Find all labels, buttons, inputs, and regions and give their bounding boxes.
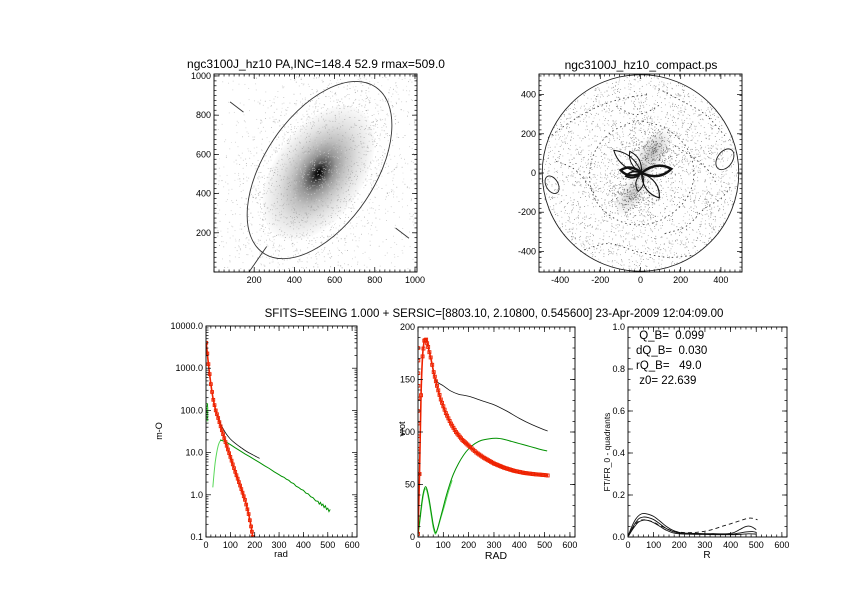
xaxis-label-RAD: RAD	[484, 550, 508, 562]
panel-compact-contours: -400 -200 0 200 400 -400 -200 0 200 400	[518, 73, 743, 285]
series-disk-rise	[212, 439, 222, 488]
annotation-qb: Q_B= 0.099	[636, 330, 705, 342]
tick-label: 200	[672, 540, 687, 550]
tick-label: 0	[203, 540, 208, 550]
tick-label: 200	[196, 228, 211, 238]
series-bulge-vrot	[418, 337, 548, 534]
tick-label: 400	[296, 540, 311, 550]
yaxis-label-mO: m-O	[154, 422, 164, 440]
tick-label: 0	[415, 540, 420, 550]
series-total-vrot	[418, 338, 548, 534]
axes-frame	[213, 73, 418, 273]
fit-summary-title: SFITS=SEEING 1.000 + SERSIC=[8803.10, 2.…	[264, 308, 724, 320]
yaxis-label-ftfr: FT/FR_0 - quadrants	[602, 412, 612, 492]
tick-label: 10000.0	[170, 321, 203, 331]
series-quadrant-1	[628, 513, 757, 536]
tick-label: 300	[486, 540, 501, 550]
tick-label: 300	[272, 540, 287, 550]
tick-label: 0	[625, 540, 630, 550]
tick-label: 800	[367, 275, 382, 285]
axes-frame	[205, 325, 358, 538]
series-quadrant-dashed	[628, 517, 758, 537]
series-disk-vrot-light	[418, 480, 453, 537]
tick-label: 0.1	[190, 532, 203, 542]
tick-label: 500	[320, 540, 335, 550]
tick-label: 1.0	[190, 490, 203, 500]
tick-label: 10.0	[185, 448, 203, 458]
tick-label: 400	[287, 275, 302, 285]
tick-label: 0.6	[612, 406, 625, 416]
fit-annotations: Q_B= 0.099 dQ_B= 0.030 rQ_B= 49.0 z0= 22…	[636, 329, 707, 389]
axes-frame	[417, 326, 576, 538]
tick-label: 1000	[191, 71, 211, 81]
tick-label: 300	[697, 540, 712, 550]
tick-label: 0.8	[612, 364, 625, 374]
tick-label: 1000.0	[175, 363, 203, 373]
tick-label: 0.2	[612, 490, 625, 500]
tick-label: 0.4	[612, 448, 625, 458]
tick-label: 1000	[405, 275, 425, 285]
tick-label: 0	[531, 168, 536, 178]
tick-label: 100	[400, 427, 415, 437]
tick-label: 600	[327, 275, 342, 285]
tick-label: 400	[196, 189, 211, 199]
tick-label: 100.0	[180, 405, 203, 415]
tick-label: 200	[247, 275, 262, 285]
tick-label: 100	[223, 540, 238, 550]
tick-label: -400	[551, 275, 569, 285]
tick-label: 400	[723, 540, 738, 550]
tick-label: 200	[673, 275, 688, 285]
annotation-z0: z0= 22.639	[636, 375, 697, 387]
tick-label: 800	[196, 110, 211, 120]
panel-fourier-quadrants: 0 100 200 300 400 500 600 0.0 0.2 0.4 0.6 0.8 1.0	[612, 322, 789, 550]
panel-title-compact: ngc3100J_hz10_compact.ps	[564, 58, 718, 72]
panel-profile: 0 100 200 300 400 500 600 0.1 1.0 10.0 100.0 1000.0…	[170, 321, 359, 550]
panel-galaxy-image: 200 400 600 800 1000 200 400 600 800 1000	[191, 71, 425, 285]
tick-label: -400	[518, 246, 536, 256]
tick-label: 200	[400, 322, 415, 332]
tick-label: -200	[518, 207, 536, 217]
series-bulge-sersic	[206, 342, 254, 537]
tick-label: -200	[591, 275, 609, 285]
tick-label: 0	[410, 532, 415, 542]
xaxis-label-rad: rad	[274, 549, 288, 560]
yaxis-label-vrot: vrot	[397, 421, 407, 437]
tick-label: 500	[537, 540, 552, 550]
tick-label: 600	[196, 149, 211, 159]
xaxis-label-R: R	[703, 550, 711, 561]
tick-label: 100	[436, 540, 451, 550]
annotation-rqb: rQ_B= 49.0	[636, 360, 702, 372]
tick-label: 400	[713, 275, 728, 285]
tick-label: 400	[521, 90, 536, 100]
tick-label: 500	[749, 540, 764, 550]
panel-title-galaxy: ngc3100J_hz10 PA,INC=148.4 52.9 rmax=509…	[187, 57, 445, 71]
series-disk-profile	[219, 439, 331, 513]
tick-label: 200	[461, 540, 476, 550]
tick-label: 50	[405, 480, 415, 490]
series-quadrant-2	[628, 516, 757, 536]
tick-label: 150	[400, 375, 415, 385]
tick-label: 200	[521, 129, 536, 139]
series-quadrant-3	[628, 519, 757, 537]
tick-label: 600	[345, 540, 360, 550]
tick-label: 0.0	[612, 532, 625, 542]
tick-label: 100	[646, 540, 661, 550]
tick-label: 600	[774, 540, 789, 550]
panel-rotation-curve: 0 100 200 300 400 500 600 0 50 100 150 200	[400, 322, 577, 550]
tick-label: 0	[638, 275, 643, 285]
series-disk-vrot	[418, 437, 548, 535]
tick-label: 400	[512, 540, 527, 550]
annotation-dqb: dQ_B= 0.030	[636, 345, 708, 357]
tick-label: 200	[247, 540, 262, 550]
tick-label: 600	[562, 540, 577, 550]
tick-label: 1.0	[612, 322, 625, 332]
